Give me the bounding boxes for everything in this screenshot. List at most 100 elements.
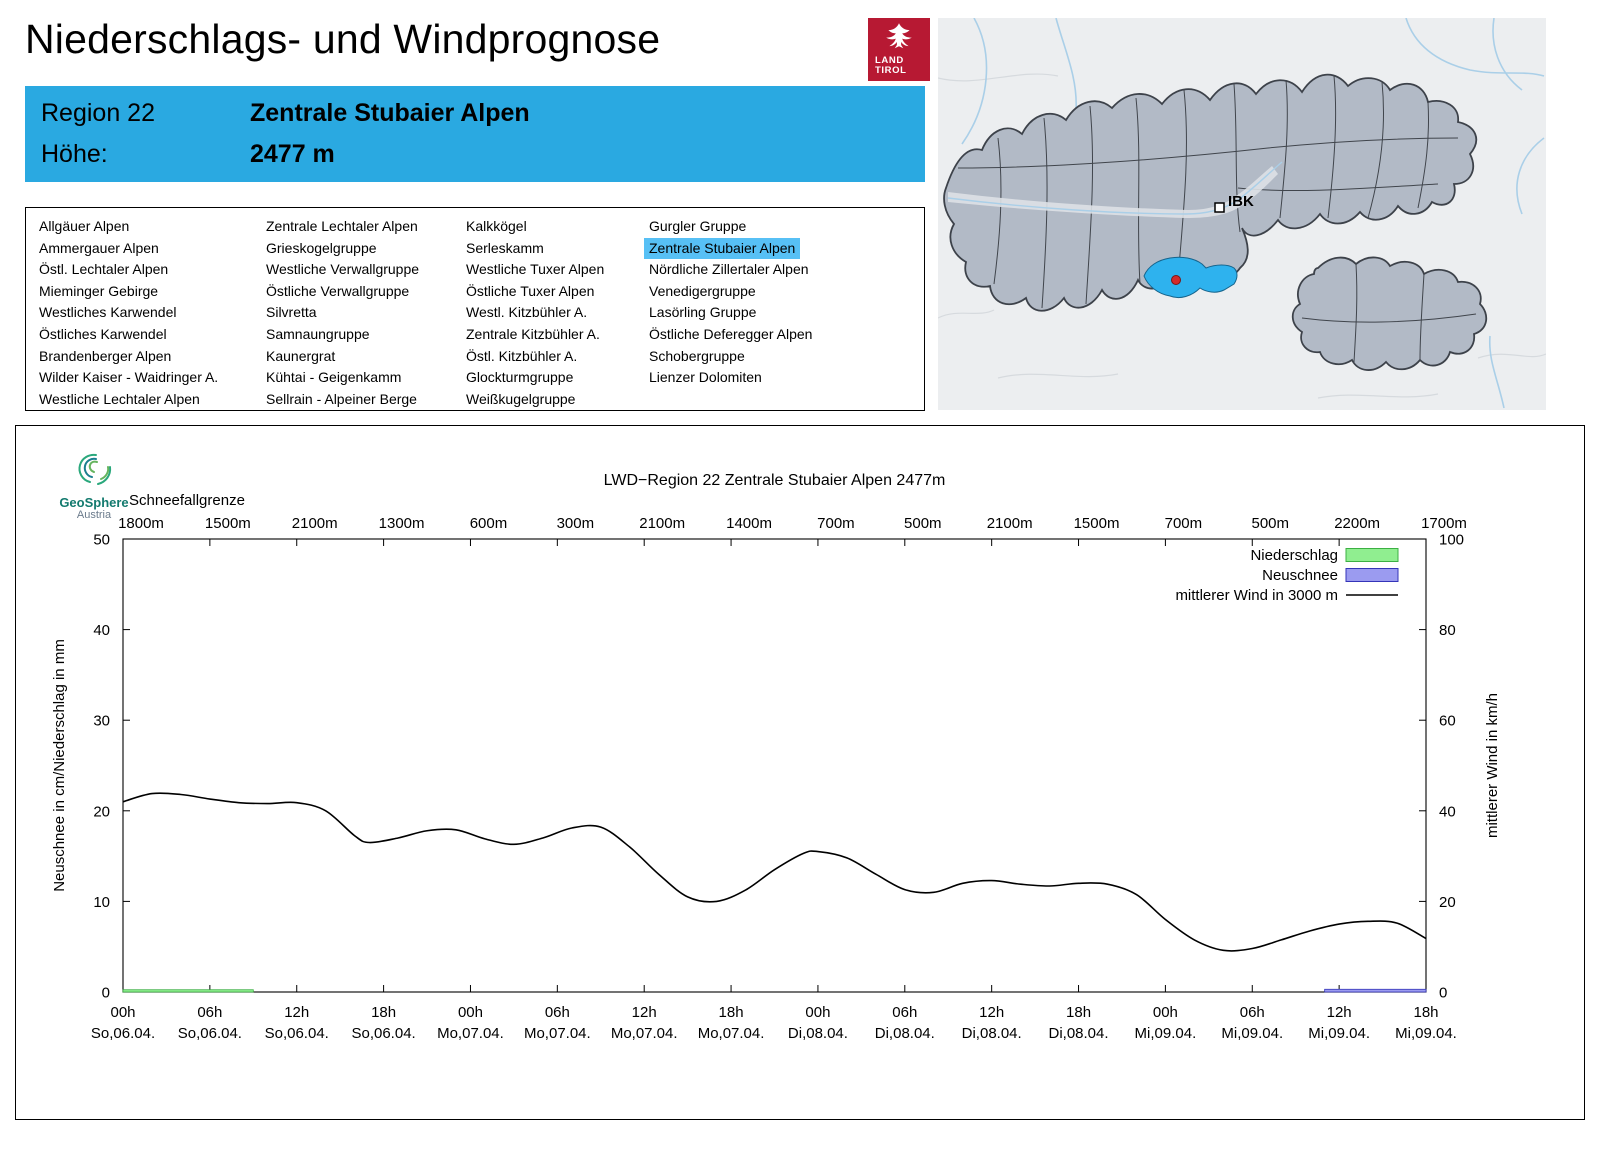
x-tick-time: 18h [1066, 1004, 1091, 1021]
snowline-value: 2100m [639, 515, 685, 532]
snowline-value: 1300m [379, 515, 425, 532]
page-title: Niederschlags- und Windprognose [25, 16, 661, 62]
geosphere-swirl-icon [78, 453, 112, 485]
altitude-label: Höhe: [41, 140, 108, 168]
region-list-item[interactable]: Lasörling Gruppe [649, 304, 757, 321]
snowline-value: 1500m [205, 515, 251, 532]
region-list-column: Kalkkögel Serleskamm Westliche Tuxer Alpen… [461, 216, 609, 410]
ibk-label: IBK [1228, 193, 1254, 210]
snowline-value: 2200m [1334, 515, 1380, 532]
y-left-tick: 0 [102, 985, 110, 1002]
x-tick-date: So,06.04. [351, 1025, 415, 1042]
y-axis-label-right: mittlerer Wind in km/h [1484, 693, 1501, 838]
x-tick-date: Mo,07.04. [611, 1025, 678, 1042]
region-list-item[interactable]: Kalkkögel [466, 218, 527, 234]
x-tick-time: 12h [632, 1004, 657, 1021]
region-list-item[interactable]: Östliche Deferegger Alpen [649, 325, 813, 342]
region-list-item[interactable]: Grieskogelgruppe [266, 239, 377, 256]
x-tick-time: 18h [1413, 1004, 1438, 1021]
region-list-item[interactable]: Zentrale Lechtaler Alpen [266, 218, 418, 234]
region-list-item[interactable]: Glockturmgruppe [466, 369, 574, 386]
chart-title: LWD−Region 22 Zentrale Stubaier Alpen 24… [604, 472, 946, 489]
niederschlag-bars [122, 989, 254, 993]
y-right-tick: 80 [1439, 622, 1456, 639]
region-list-item[interactable]: Allgäuer Alpen [39, 218, 130, 234]
legend-label: Niederschlag [1250, 547, 1338, 564]
region-list-item[interactable]: Lienzer Dolomiten [649, 369, 762, 386]
x-tick-date: Di,08.04. [788, 1025, 848, 1042]
snowline-value: 700m [1165, 515, 1203, 532]
x-tick-date: Mi,09.04. [1395, 1025, 1457, 1042]
tirol-map[interactable]: IBK [937, 17, 1547, 410]
region-number-label: Region 22 [41, 99, 155, 127]
region-list-item[interactable]: Venedigergruppe [649, 282, 756, 299]
snowline-value: 1700m [1421, 515, 1467, 532]
x-tick-time: 06h [197, 1004, 222, 1021]
y-right-tick: 40 [1439, 803, 1456, 820]
region-list-item-selected[interactable]: Zentrale Stubaier Alpen [644, 237, 801, 260]
region-list-item[interactable]: Kühtai - Geigenkamm [266, 369, 402, 386]
geosphere-sub: Austria [76, 509, 112, 521]
x-tick-time: 12h [1327, 1004, 1352, 1021]
region-list-item[interactable]: Wilder Kaiser - Waidringer A. [39, 369, 219, 386]
x-tick-time: 18h [371, 1004, 396, 1021]
x-tick-date: Mo,07.04. [437, 1025, 504, 1042]
x-tick-date: Mo,07.04. [698, 1025, 765, 1042]
x-tick-time: 12h [284, 1004, 309, 1021]
x-tick-date: Di,08.04. [1049, 1025, 1109, 1042]
y-left-tick: 20 [93, 803, 110, 820]
region-name: Zentrale Stubaier Alpen [250, 99, 530, 127]
region-list-item[interactable]: Westliches Karwendel [39, 304, 177, 321]
land-tirol-logo: LAND TIROL [868, 18, 930, 81]
x-tick-date: Di,08.04. [962, 1025, 1022, 1042]
region-list-item[interactable]: Östl. Kitzbühler A. [466, 347, 578, 364]
region-list-item[interactable]: Westliche Verwallgruppe [266, 261, 420, 278]
chart-canvas: 00h So,06.04. 1800m 06h So,06.04. 1500m 12h So,… [51, 472, 1501, 1042]
x-tick-time: 06h [1240, 1004, 1265, 1021]
snowline-value: 2100m [987, 515, 1033, 532]
region-list-item[interactable]: Östliche Verwallgruppe [266, 282, 410, 299]
region-list-item[interactable]: Ammergauer Alpen [39, 239, 159, 256]
x-tick-time: 00h [1153, 1004, 1178, 1021]
y-axis-label-left: Neuschnee in cm/Niederschlag in mm [51, 639, 68, 892]
region-list-item[interactable]: Serleskamm [466, 239, 544, 256]
wind-line [122, 792, 1427, 952]
region-list-column: Gurgler Gruppe Zentrale Stubaier Alpen Nör… [644, 216, 817, 389]
region-list-item[interactable]: Brandenberger Alpen [39, 347, 172, 364]
region-list-item[interactable]: Zentrale Kitzbühler A. [466, 325, 600, 342]
inn-valley [948, 166, 1278, 218]
geosphere-logo: GeoSphere Austria [52, 446, 136, 521]
selected-region-shape[interactable] [1143, 256, 1238, 299]
region-list-item[interactable]: Gurgler Gruppe [649, 218, 747, 234]
east-tirol-region[interactable] [1291, 256, 1488, 371]
neuschnee-bars [1324, 988, 1427, 993]
region-borders [957, 75, 1459, 309]
north-tirol-region[interactable] [943, 73, 1478, 312]
x-tick-time: 06h [892, 1004, 917, 1021]
region-list-item[interactable]: Westliche Lechtaler Alpen [39, 390, 200, 407]
snowline-value: 300m [557, 515, 595, 532]
region-list-item[interactable]: Schobergruppe [649, 347, 745, 364]
region-list-item[interactable]: Mieminger Gebirge [39, 282, 159, 299]
region-list-item[interactable]: Silvretta [266, 304, 317, 321]
region-list-column: Zentrale Lechtaler Alpen Grieskogelgruppe… [261, 216, 424, 410]
legend-label: Neuschnee [1262, 567, 1338, 584]
x-tick-time: 12h [979, 1004, 1004, 1021]
region-list-item[interactable]: Samnaungruppe [266, 325, 370, 342]
rivers [961, 17, 1545, 409]
region-list-item[interactable]: Östl. Lechtaler Alpen [39, 261, 169, 278]
x-tick-date: Mi,09.04. [1135, 1025, 1197, 1042]
snowline-value: 500m [904, 515, 942, 532]
region-list-item[interactable]: Westliche Tuxer Alpen [466, 261, 605, 278]
region-list-item[interactable]: Westl. Kitzbühler A. [466, 304, 588, 321]
snowline-value: 1800m [118, 515, 164, 532]
region-list-item[interactable]: Kaunergrat [266, 347, 336, 364]
region-list-item[interactable]: Östliche Tuxer Alpen [466, 282, 595, 299]
x-tick-time: 06h [545, 1004, 570, 1021]
region-list-item[interactable]: Nördliche Zillertaler Alpen [649, 261, 809, 278]
region-list-item[interactable]: Weißkugelgruppe [466, 390, 576, 407]
region-list-item[interactable]: Sellrain - Alpeiner Berge [266, 390, 417, 407]
region-list-item[interactable]: Östliches Karwendel [39, 325, 167, 342]
x-tick-time: 00h [110, 1004, 135, 1021]
region-list: Allgäuer Alpen Ammergauer Alpen Östl. Lech… [25, 207, 925, 411]
